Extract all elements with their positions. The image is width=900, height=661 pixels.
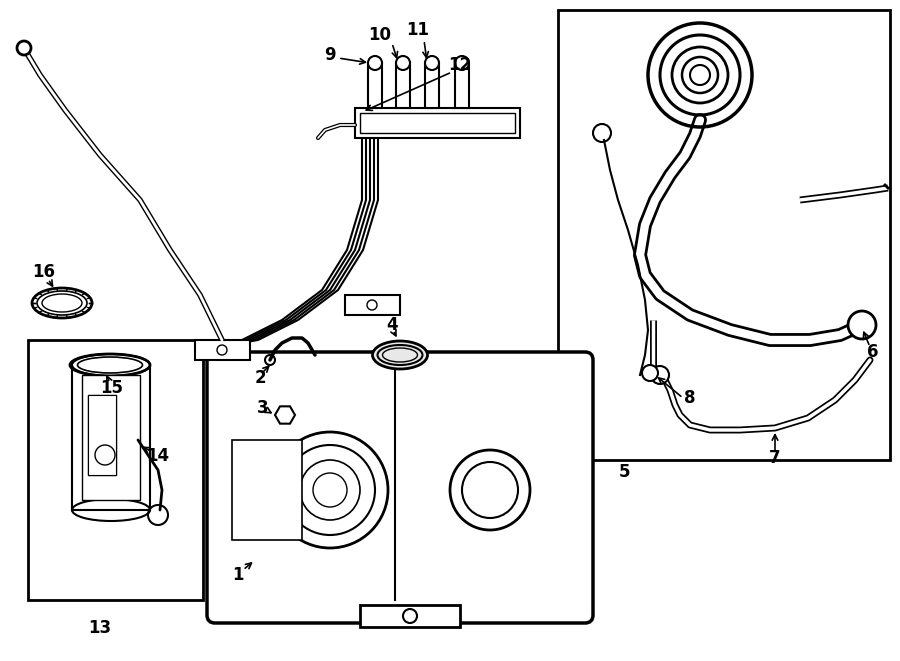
Bar (345, 295, 400, 315)
Text: 15: 15 (101, 379, 123, 397)
Bar (232, 440, 302, 540)
Text: 12: 12 (448, 56, 472, 74)
Circle shape (642, 365, 658, 381)
Ellipse shape (70, 354, 150, 376)
Circle shape (368, 56, 382, 70)
Bar (195, 340, 250, 360)
Bar (455, 63, 469, 108)
Text: 16: 16 (32, 263, 56, 281)
Circle shape (396, 56, 410, 70)
Ellipse shape (32, 288, 92, 318)
Bar (28, 340, 203, 600)
Text: 5: 5 (619, 463, 631, 481)
Bar (396, 63, 410, 108)
Text: 8: 8 (684, 389, 696, 407)
Text: 14: 14 (147, 447, 169, 465)
Text: 10: 10 (368, 26, 392, 44)
Bar (360, 605, 460, 627)
Circle shape (848, 311, 876, 339)
Text: 1: 1 (232, 566, 244, 584)
Bar (82, 375, 140, 500)
Text: 3: 3 (257, 399, 269, 417)
Text: 7: 7 (770, 449, 781, 467)
Circle shape (455, 56, 469, 70)
Circle shape (425, 56, 439, 70)
Text: 4: 4 (386, 316, 398, 334)
Bar (88, 395, 116, 475)
Circle shape (651, 366, 669, 384)
FancyBboxPatch shape (207, 352, 593, 623)
Bar (368, 63, 382, 108)
Text: 2: 2 (254, 369, 266, 387)
Bar (88, 395, 116, 475)
Text: 6: 6 (868, 343, 878, 361)
Circle shape (17, 41, 31, 55)
Bar (355, 108, 520, 138)
Bar (425, 63, 439, 108)
Text: 11: 11 (407, 21, 429, 39)
Bar (72, 365, 150, 510)
Text: 13: 13 (88, 619, 112, 637)
Text: 9: 9 (324, 46, 336, 64)
Ellipse shape (373, 341, 427, 369)
Bar (558, 10, 890, 460)
Bar (360, 113, 515, 133)
